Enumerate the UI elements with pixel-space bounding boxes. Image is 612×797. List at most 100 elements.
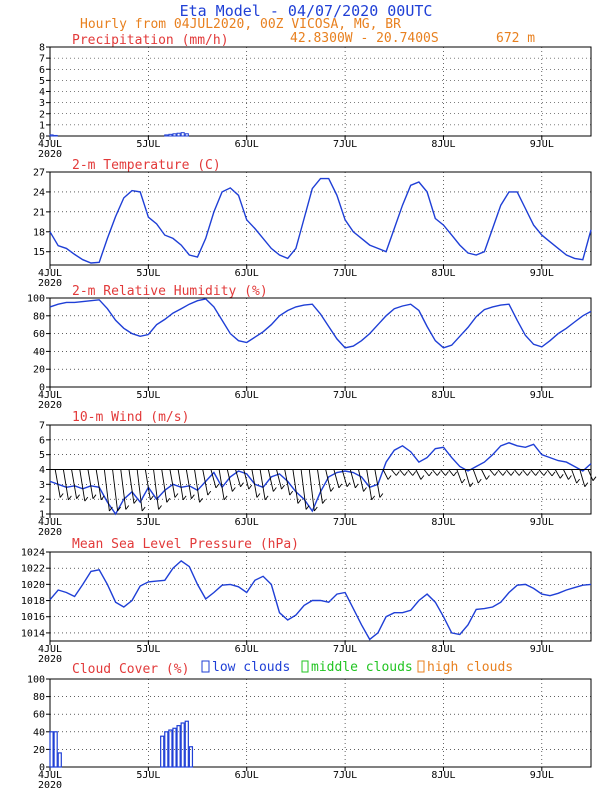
wind-barb: [136, 469, 143, 512]
x-tick-label: 9JUL: [530, 390, 554, 401]
wind-barb-head: [240, 482, 244, 487]
wind-barb-head: [199, 498, 203, 503]
wind-barb: [79, 469, 86, 502]
y-tick-label: 5: [39, 76, 45, 87]
x-tick-label: 6JUL: [235, 268, 259, 279]
y-tick-label: 6: [39, 435, 45, 446]
y-tick-label: 3: [39, 480, 45, 491]
x-year-label: 2020: [38, 654, 62, 665]
wind-barb-head: [346, 482, 351, 487]
y-tick-label: 27: [33, 168, 45, 179]
wind-barb-head: [272, 487, 277, 492]
wind-barb-head: [576, 478, 580, 484]
x-tick-label: 4JUL: [38, 390, 62, 401]
y-tick-label: 0: [39, 132, 45, 143]
wind-barb: [62, 469, 69, 500]
wind-barb-head: [469, 482, 474, 487]
wind-barb: [423, 469, 430, 477]
panel-mslp: Mean Sea Level Pressure (hPa) 1014 1016 101…: [21, 537, 592, 665]
x-tick-label: 5JUL: [136, 390, 160, 401]
wind-barb: [448, 469, 455, 477]
precip-bar: [176, 132, 181, 137]
wind-barb-head: [166, 498, 171, 503]
wind-barb-head: [231, 487, 236, 492]
y-tick-label: 20: [33, 745, 45, 756]
wind-barb: [226, 469, 233, 492]
y-tick-label: 2: [39, 495, 45, 506]
cloud-bar: [57, 752, 62, 768]
wind-barb-head: [133, 499, 138, 504]
wind-barb-head: [92, 494, 97, 499]
wind-barb-head: [527, 471, 531, 476]
wind-barb-head: [305, 505, 310, 510]
wind-barb-head: [494, 471, 498, 476]
wind-barb-head: [264, 495, 269, 501]
wind-barb-head: [248, 484, 253, 490]
wind-barb-head: [84, 496, 89, 502]
wind-barb-head: [510, 471, 515, 476]
x-tick-label: 8JUL: [431, 644, 455, 655]
wind-barb: [161, 469, 168, 503]
panel-cloud: Cloud Cover (%) 0 20 40 60 80 100 4JUL 5JUL 6JUL 7…: [27, 662, 592, 791]
y-tick-label: 3: [39, 98, 45, 109]
wind-barb-head: [568, 475, 572, 480]
wind-barb-head: [404, 471, 408, 476]
wind-barb-head: [281, 484, 285, 490]
wind-barb: [54, 469, 61, 498]
cloud-legend: low clouds middle clouds high clouds: [201, 660, 513, 675]
wind-barb: [440, 469, 446, 476]
wind-barb-head: [207, 490, 212, 496]
wind-barb: [169, 469, 176, 498]
precip-bar: [184, 133, 189, 137]
elevation: 672 m: [496, 31, 535, 46]
wind-barb: [579, 469, 586, 487]
y-tick-label: 80: [33, 692, 45, 703]
x-tick-label: 9JUL: [530, 268, 554, 279]
wind-barb-head: [59, 493, 64, 498]
wind-barb-head: [420, 475, 425, 480]
wind-barb-head: [551, 471, 556, 477]
x-tick-label: 9JUL: [530, 770, 554, 781]
x-tick-label: 7JUL: [333, 390, 357, 401]
wind-barb-head: [174, 493, 179, 498]
wind-barb: [407, 469, 414, 476]
wind-barb-head: [543, 471, 548, 476]
x-tick-label: 4JUL: [38, 644, 62, 655]
wind-barb: [87, 469, 94, 499]
x-tick-label: 8JUL: [431, 139, 455, 150]
y-tick-label: 1024: [21, 548, 45, 559]
wind-barb: [522, 469, 528, 476]
wind-barb: [300, 469, 307, 510]
wind-barb: [210, 469, 217, 489]
wind-barb: [276, 469, 282, 490]
x-tick-label: 5JUL: [136, 268, 160, 279]
wind-barb: [235, 469, 241, 487]
wind-barb: [333, 469, 340, 489]
y-tick-label: 1016: [21, 612, 45, 623]
y-tick-label: 2: [39, 109, 45, 120]
legend-low-label: low clouds: [212, 660, 290, 675]
wind-barb: [112, 469, 119, 512]
series-line: [49, 442, 592, 516]
cloud-bar: [172, 727, 177, 768]
wind-barb: [554, 469, 561, 479]
wind-barb: [530, 469, 536, 476]
y-tick-label: 24: [33, 187, 45, 198]
panel-frame: [49, 678, 592, 768]
y-tick-label: 0: [39, 763, 45, 774]
x-tick-label: 8JUL: [431, 770, 455, 781]
x-year-label: 2020: [38, 400, 62, 411]
wind-barb: [374, 469, 381, 498]
x-tick-label: 7JUL: [333, 770, 357, 781]
wind-barb: [325, 469, 332, 492]
wind-barb-head: [428, 471, 433, 477]
wind-barb-head: [182, 495, 187, 501]
wind-barb-head: [297, 499, 302, 504]
wind-barb-head: [387, 475, 392, 480]
wind-barb: [497, 469, 504, 476]
wind-barb: [202, 469, 209, 496]
panel-title: 2-m Temperature (C): [72, 158, 221, 173]
